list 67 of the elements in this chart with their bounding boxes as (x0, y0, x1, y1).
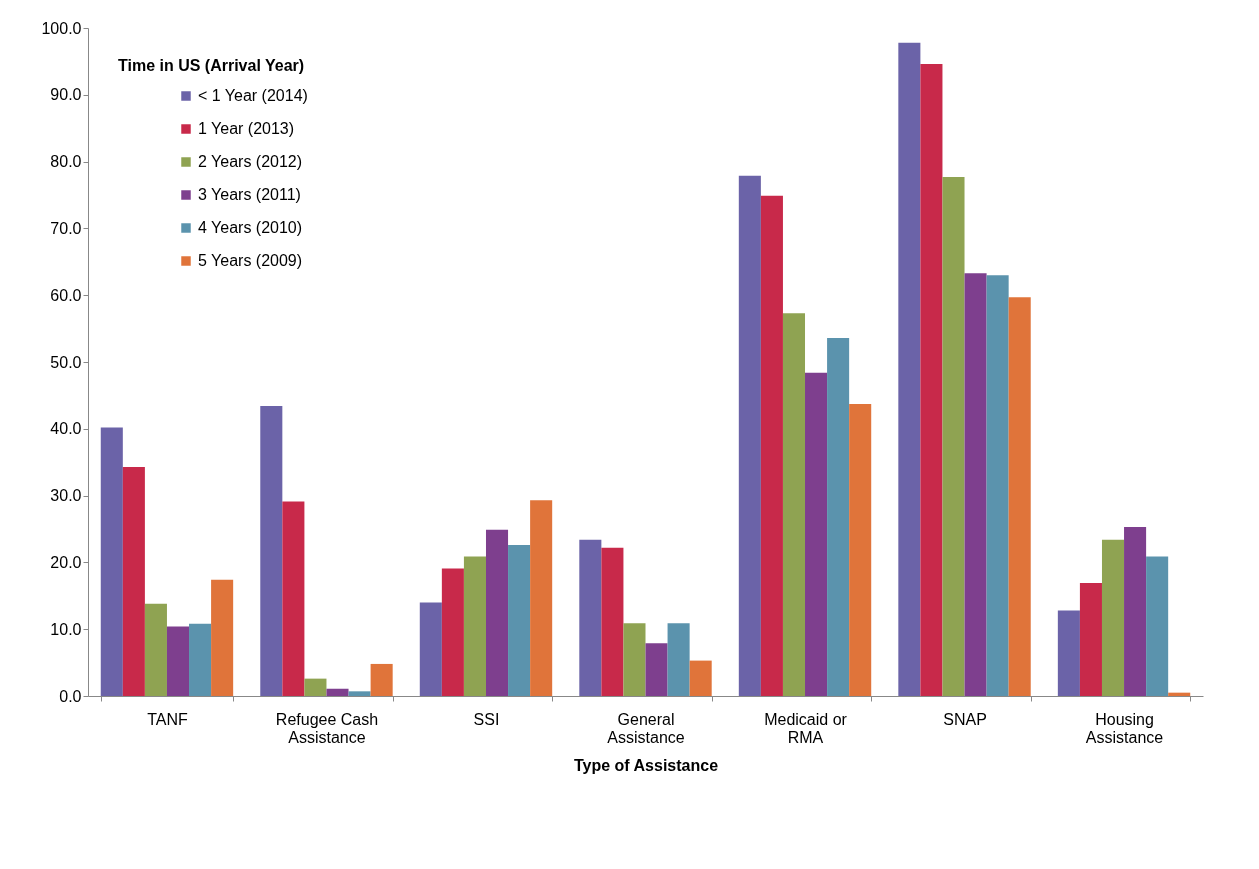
y-tick-label: 90.0 (50, 86, 82, 104)
bar (485, 529, 509, 696)
bar (508, 545, 531, 696)
bar (645, 643, 668, 696)
x-tick-label: SNAP (943, 710, 987, 728)
bar (419, 602, 442, 696)
legend-label: 3 Years (2011) (198, 186, 301, 203)
bar (1079, 583, 1102, 696)
y-tick-label: 70.0 (50, 219, 82, 237)
y-tick-label: 20.0 (50, 553, 82, 571)
legend-label: 5 Years (2009) (198, 252, 303, 269)
bar (849, 404, 872, 696)
bar (370, 663, 393, 696)
bar (304, 678, 327, 696)
bar (1008, 297, 1031, 696)
bar (441, 568, 464, 696)
bar (348, 691, 371, 696)
bar (898, 42, 921, 696)
bar (942, 176, 965, 696)
bar (827, 337, 850, 696)
x-tick-label: TANF (147, 710, 188, 728)
bar (211, 579, 234, 696)
bar (1101, 539, 1125, 696)
bar (920, 64, 943, 696)
bar (260, 406, 283, 696)
bar (166, 626, 190, 696)
legend-label: 4 Years (2010) (198, 219, 303, 236)
legend-label: 2 Years (2012) (198, 153, 303, 170)
bar (805, 372, 828, 696)
bar (623, 623, 646, 696)
y-tick-label: 0.0 (59, 687, 82, 705)
bar (1124, 527, 1147, 696)
bar (667, 623, 690, 696)
legend-label: 1 Year (2013) (198, 120, 295, 137)
y-tick-label: 60.0 (50, 286, 82, 304)
y-tick-label: 80.0 (50, 153, 82, 171)
bar (189, 623, 212, 696)
x-tick-label: General Assistance (607, 710, 685, 746)
bar (282, 501, 305, 696)
bar (782, 313, 806, 696)
bar (144, 603, 167, 696)
bar (986, 275, 1009, 696)
bar (760, 195, 783, 696)
bar (326, 688, 349, 696)
x-axis-title: Type of Assistance (573, 756, 719, 774)
y-tick-label: 10.0 (50, 620, 82, 638)
bar (964, 273, 987, 696)
x-tick-label: Refugee Cash Assistance (275, 710, 379, 746)
y-tick-label: 50.0 (50, 353, 82, 371)
x-tick-label: Housing Assistance (1085, 710, 1164, 746)
legend-title: Time in US (Arrival Year) (118, 57, 305, 74)
bar (579, 539, 602, 696)
bar (122, 466, 145, 696)
bar (530, 500, 553, 696)
bar (601, 547, 624, 696)
legend-label: < 1 Year (2014) (198, 87, 308, 104)
x-tick-label: Medicaid or RMA (764, 710, 848, 746)
x-tick-label: SSI (473, 710, 500, 728)
y-tick-label: 30.0 (50, 487, 82, 505)
bar (1146, 556, 1169, 696)
bar (1057, 610, 1080, 696)
y-tick-label: 40.0 (50, 420, 82, 438)
bar (689, 660, 712, 696)
bar (100, 427, 123, 696)
y-tick-label: 100.0 (41, 19, 82, 37)
bar (463, 556, 486, 696)
bar (738, 175, 761, 696)
